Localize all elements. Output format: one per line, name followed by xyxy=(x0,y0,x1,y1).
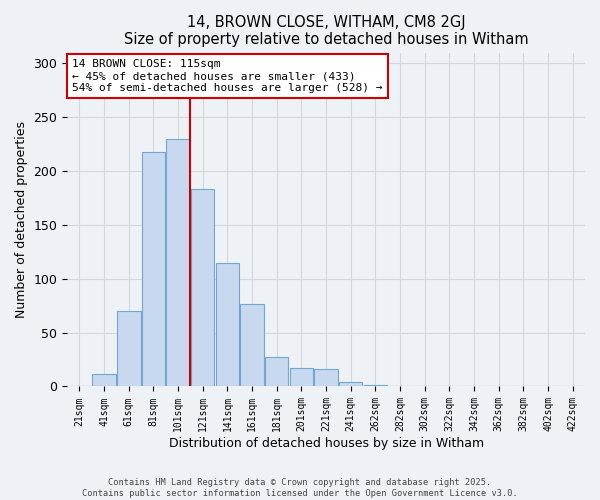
Bar xyxy=(314,369,338,386)
Title: 14, BROWN CLOSE, WITHAM, CM8 2GJ
Size of property relative to detached houses in: 14, BROWN CLOSE, WITHAM, CM8 2GJ Size of… xyxy=(124,15,529,48)
X-axis label: Distribution of detached houses by size in Witham: Distribution of detached houses by size … xyxy=(169,437,484,450)
Bar xyxy=(166,139,190,386)
Text: Contains HM Land Registry data © Crown copyright and database right 2025.
Contai: Contains HM Land Registry data © Crown c… xyxy=(82,478,518,498)
Text: 14 BROWN CLOSE: 115sqm
← 45% of detached houses are smaller (433)
54% of semi-de: 14 BROWN CLOSE: 115sqm ← 45% of detached… xyxy=(73,60,383,92)
Bar xyxy=(142,152,165,386)
Bar xyxy=(241,304,264,386)
Bar xyxy=(191,190,214,386)
Bar xyxy=(216,262,239,386)
Bar xyxy=(92,374,116,386)
Y-axis label: Number of detached properties: Number of detached properties xyxy=(15,121,28,318)
Bar xyxy=(339,382,362,386)
Bar xyxy=(290,368,313,386)
Bar xyxy=(117,311,140,386)
Bar xyxy=(265,358,289,386)
